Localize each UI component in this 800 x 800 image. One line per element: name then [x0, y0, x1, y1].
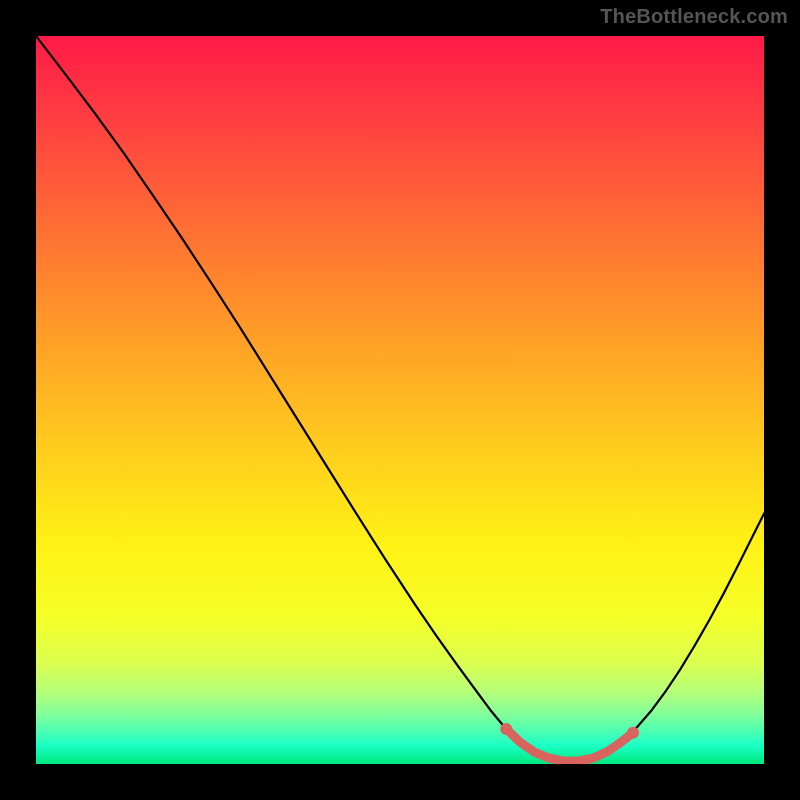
watermark-text: TheBottleneck.com [600, 6, 788, 29]
optimal-range-highlight [506, 729, 633, 761]
bottleneck-curve [36, 36, 764, 761]
optimal-range-end-dot [627, 727, 639, 739]
optimal-range-start-dot [500, 723, 512, 735]
chart-svg [36, 36, 764, 764]
stage: TheBottleneck.com [0, 0, 800, 800]
plot-area [36, 36, 764, 764]
